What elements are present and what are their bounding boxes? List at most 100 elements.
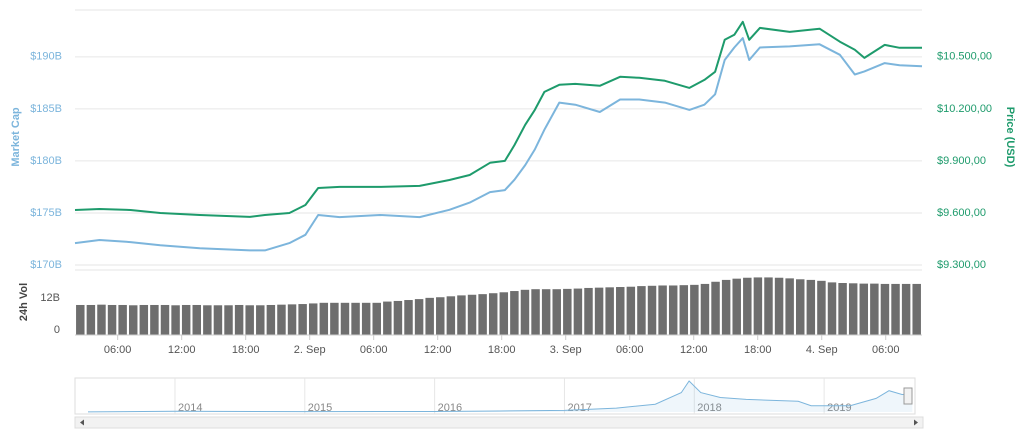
volume-bar bbox=[160, 304, 170, 335]
volume-bar bbox=[743, 277, 752, 335]
y-tick-label: $190B bbox=[30, 51, 62, 63]
navigator-frame bbox=[74, 377, 916, 415]
nav-tick-label: 2016 bbox=[438, 402, 462, 414]
volume-bar bbox=[668, 285, 678, 335]
scroll-right[interactable] bbox=[914, 419, 918, 426]
nav-tick-label: 2017 bbox=[567, 402, 591, 414]
volume-bar bbox=[425, 297, 434, 335]
volume-bar bbox=[880, 283, 890, 335]
y-tick-label: 0 bbox=[54, 324, 60, 336]
volume-bar bbox=[488, 293, 498, 335]
y-tick-label: $185B bbox=[30, 103, 62, 115]
volume-bar bbox=[859, 283, 869, 335]
y-tick-label: $175B bbox=[30, 207, 62, 219]
volume-bar bbox=[436, 297, 445, 335]
volume-bar bbox=[446, 296, 456, 335]
scrollbar[interactable] bbox=[74, 416, 924, 429]
volume-bar bbox=[626, 286, 636, 335]
volume-bar bbox=[171, 305, 180, 335]
volume-bar bbox=[891, 283, 900, 335]
y2-tick-label: $9.300,00 bbox=[937, 259, 986, 271]
volume-bar bbox=[806, 279, 816, 335]
volume-bar bbox=[531, 289, 540, 335]
y2-tick-label: $10.200,00 bbox=[937, 103, 992, 115]
y2-tick-label: $9.900,00 bbox=[937, 155, 986, 167]
volume-bar bbox=[520, 289, 530, 335]
volume-bar bbox=[764, 277, 773, 335]
volume-bar bbox=[213, 305, 223, 335]
y2-tick-label: $10.500,00 bbox=[937, 51, 992, 63]
y-tick-label: 12B bbox=[40, 292, 60, 304]
volume-bar bbox=[308, 303, 318, 335]
volume-bar bbox=[467, 294, 477, 335]
volume-bar bbox=[256, 305, 265, 335]
volume-bar bbox=[679, 285, 689, 335]
x-tick-label: 12:00 bbox=[424, 344, 452, 356]
volume-bar bbox=[605, 287, 614, 335]
x-tick-label: 4. Sep bbox=[806, 344, 838, 356]
volume-bar bbox=[404, 300, 413, 335]
x-tick-label: 06:00 bbox=[104, 344, 132, 356]
volume-bar bbox=[711, 281, 720, 335]
volume-bar bbox=[616, 287, 625, 335]
volume-bar bbox=[139, 304, 149, 335]
volume-bar bbox=[848, 283, 858, 335]
volume-bar bbox=[510, 291, 519, 335]
volume-bar bbox=[817, 280, 826, 335]
volume-bar bbox=[594, 287, 604, 335]
volume-bar bbox=[340, 302, 350, 335]
nav-line bbox=[87, 380, 913, 413]
volume-bar bbox=[721, 279, 731, 335]
volume-bar bbox=[245, 305, 254, 335]
volume-bar bbox=[330, 302, 339, 335]
y-tick-label: $180B bbox=[30, 155, 62, 167]
volume-bar bbox=[838, 283, 847, 335]
volume-bar bbox=[584, 287, 593, 335]
x-tick-label: 12:00 bbox=[680, 344, 708, 356]
navigator-handle[interactable] bbox=[903, 387, 913, 405]
volume-bar bbox=[690, 284, 699, 335]
x-tick-label: 06:00 bbox=[616, 344, 644, 356]
y2-tick-label: $9.600,00 bbox=[937, 207, 986, 219]
volume-bar bbox=[76, 304, 85, 335]
volume-bar bbox=[97, 304, 106, 335]
volume-bar bbox=[181, 304, 191, 335]
line-series bbox=[74, 37, 923, 252]
volume-bar bbox=[774, 277, 784, 335]
volume-bar bbox=[637, 286, 646, 335]
volume-bar bbox=[478, 294, 487, 335]
volume-bar bbox=[658, 285, 667, 335]
x-tick-label: 12:00 bbox=[168, 344, 196, 356]
nav-tick-label: 2018 bbox=[697, 402, 721, 414]
nav-tick-label: 2019 bbox=[827, 402, 851, 414]
x-tick-label: 18:00 bbox=[744, 344, 772, 356]
volume-bar bbox=[573, 288, 583, 335]
volume-bar bbox=[86, 304, 96, 335]
volume-bar bbox=[457, 295, 466, 335]
volume-bar bbox=[277, 304, 286, 335]
volume-bar bbox=[107, 304, 117, 335]
volume-bar bbox=[541, 289, 551, 335]
volume-bar bbox=[393, 300, 403, 335]
volume-bar bbox=[372, 302, 381, 335]
volume-bar bbox=[901, 283, 911, 335]
volume-bar bbox=[150, 304, 159, 335]
x-tick-label: 18:00 bbox=[232, 344, 260, 356]
volume-bar bbox=[298, 304, 307, 335]
volume-bar bbox=[351, 302, 360, 335]
volume-bar bbox=[361, 302, 371, 335]
volume-bar bbox=[499, 292, 509, 335]
volume-bar bbox=[647, 285, 657, 335]
volume-bar bbox=[234, 304, 244, 335]
x-tick-label: 18:00 bbox=[488, 344, 516, 356]
volume-bar bbox=[203, 305, 212, 335]
x-tick-label: 3. Sep bbox=[550, 344, 582, 356]
volume-bar bbox=[785, 278, 794, 335]
volume-bar bbox=[870, 283, 879, 335]
volume-bar bbox=[319, 302, 329, 335]
volume-bar bbox=[753, 277, 763, 335]
volume-bar bbox=[796, 279, 805, 335]
volume-bar bbox=[383, 301, 392, 335]
scroll-left[interactable] bbox=[80, 419, 84, 426]
nav-tick-label: 2015 bbox=[308, 402, 332, 414]
